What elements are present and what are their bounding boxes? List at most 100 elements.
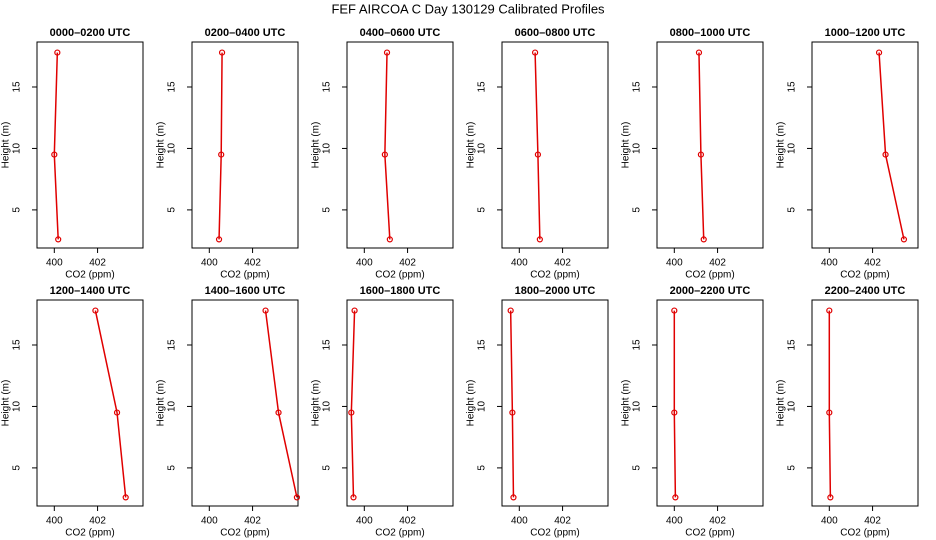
plot-frame — [656, 299, 764, 507]
y-tick-label: 15 — [322, 339, 333, 351]
point — [122, 494, 129, 501]
x-axis-label: CO2 (ppm) — [530, 270, 579, 281]
y-axis-label: Height (m) — [156, 380, 167, 427]
point — [697, 151, 705, 158]
y-tick-label: 15 — [12, 81, 23, 93]
y-tick-label: 10 — [12, 400, 23, 412]
y-tick-label: 15 — [632, 81, 643, 93]
x-tick-label: 400 — [821, 258, 838, 269]
point — [900, 236, 908, 243]
point — [218, 151, 225, 158]
panel-title: 1200–1400 UTC — [50, 285, 131, 297]
y-tick-label: 10 — [477, 400, 488, 412]
profile-line — [94, 310, 127, 498]
point — [507, 307, 514, 314]
y-tick-label: 10 — [167, 400, 178, 412]
x-tick-label: 400 — [201, 258, 218, 269]
plot-frame — [346, 299, 454, 507]
point — [215, 236, 223, 243]
y-tick-label: 5 — [632, 465, 643, 471]
point — [695, 49, 703, 56]
x-axis-label: CO2 (ppm) — [685, 528, 734, 539]
profile-line — [350, 310, 356, 498]
point — [350, 494, 357, 501]
point — [51, 151, 58, 158]
y-tick-label: 15 — [322, 81, 333, 93]
y-axis-label: Height (m) — [1, 380, 12, 427]
plot-frame — [191, 41, 299, 249]
y-tick-label: 5 — [477, 465, 488, 471]
y-axis-label: Height (m) — [311, 122, 322, 169]
y-tick-label: 5 — [787, 465, 798, 471]
x-tick-label: 402 — [244, 258, 261, 269]
x-tick-label: 402 — [399, 258, 416, 269]
y-axis-label: Height (m) — [466, 380, 477, 427]
x-tick-label: 400 — [666, 516, 683, 527]
plot-frame — [811, 41, 919, 249]
x-tick-label: 402 — [244, 516, 261, 527]
y-axis-label: Height (m) — [776, 122, 787, 169]
profile-line — [878, 52, 905, 240]
panel-title: 2000–2200 UTC — [670, 285, 751, 297]
x-tick-label: 402 — [709, 258, 726, 269]
y-tick-label: 15 — [167, 81, 178, 93]
x-axis-label: CO2 (ppm) — [840, 270, 889, 281]
panel-title: 1800–2000 UTC — [515, 285, 596, 297]
y-tick-label: 10 — [632, 400, 643, 412]
point — [510, 494, 517, 501]
x-axis-label: CO2 (ppm) — [220, 528, 269, 539]
x-axis-label: CO2 (ppm) — [530, 528, 579, 539]
y-axis-label: Height (m) — [311, 380, 322, 427]
y-tick-label: 15 — [787, 81, 798, 93]
y-tick-label: 15 — [787, 339, 798, 351]
y-axis-label: Height (m) — [776, 380, 787, 427]
y-axis-label: Height (m) — [466, 122, 477, 169]
x-tick-label: 402 — [89, 516, 106, 527]
point — [218, 49, 226, 56]
y-tick-label: 5 — [322, 207, 333, 213]
point — [383, 49, 391, 56]
point — [55, 236, 62, 243]
x-tick-label: 400 — [511, 258, 528, 269]
point — [92, 307, 99, 314]
x-axis-label: CO2 (ppm) — [685, 270, 734, 281]
y-tick-label: 5 — [12, 207, 23, 213]
panel-title: 0400–0600 UTC — [360, 27, 441, 39]
y-tick-label: 10 — [477, 142, 488, 154]
x-tick-label: 402 — [554, 516, 571, 527]
x-tick-label: 402 — [399, 516, 416, 527]
y-tick-label: 5 — [167, 207, 178, 213]
y-tick-label: 10 — [322, 142, 333, 154]
x-tick-label: 402 — [709, 516, 726, 527]
x-tick-label: 400 — [201, 516, 218, 527]
plot-frame — [191, 299, 299, 507]
x-tick-label: 402 — [554, 258, 571, 269]
x-axis-label: CO2 (ppm) — [65, 528, 114, 539]
point — [293, 494, 301, 501]
y-tick-label: 5 — [477, 207, 488, 213]
profile-line — [218, 52, 223, 240]
y-tick-label: 10 — [167, 142, 178, 154]
profile-line — [384, 52, 391, 240]
y-tick-label: 15 — [477, 339, 488, 351]
plot-frame — [501, 299, 609, 507]
y-tick-label: 5 — [12, 465, 23, 471]
y-tick-label: 10 — [787, 400, 798, 412]
x-axis-label: CO2 (ppm) — [65, 270, 114, 281]
x-axis-label: CO2 (ppm) — [375, 528, 424, 539]
x-tick-label: 400 — [666, 258, 683, 269]
point — [386, 236, 393, 243]
point — [671, 409, 678, 416]
y-axis-label: Height (m) — [156, 122, 167, 169]
x-tick-label: 400 — [46, 516, 63, 527]
point — [826, 409, 833, 416]
plot-frame — [656, 41, 764, 249]
point — [826, 307, 833, 314]
panel-title: 1000–1200 UTC — [825, 27, 906, 39]
x-tick-label: 400 — [821, 516, 838, 527]
y-tick-label: 15 — [477, 81, 488, 93]
panel-title: 0000–0200 UTC — [50, 27, 131, 39]
plot-frame — [501, 41, 609, 249]
plot-frame — [36, 41, 144, 249]
